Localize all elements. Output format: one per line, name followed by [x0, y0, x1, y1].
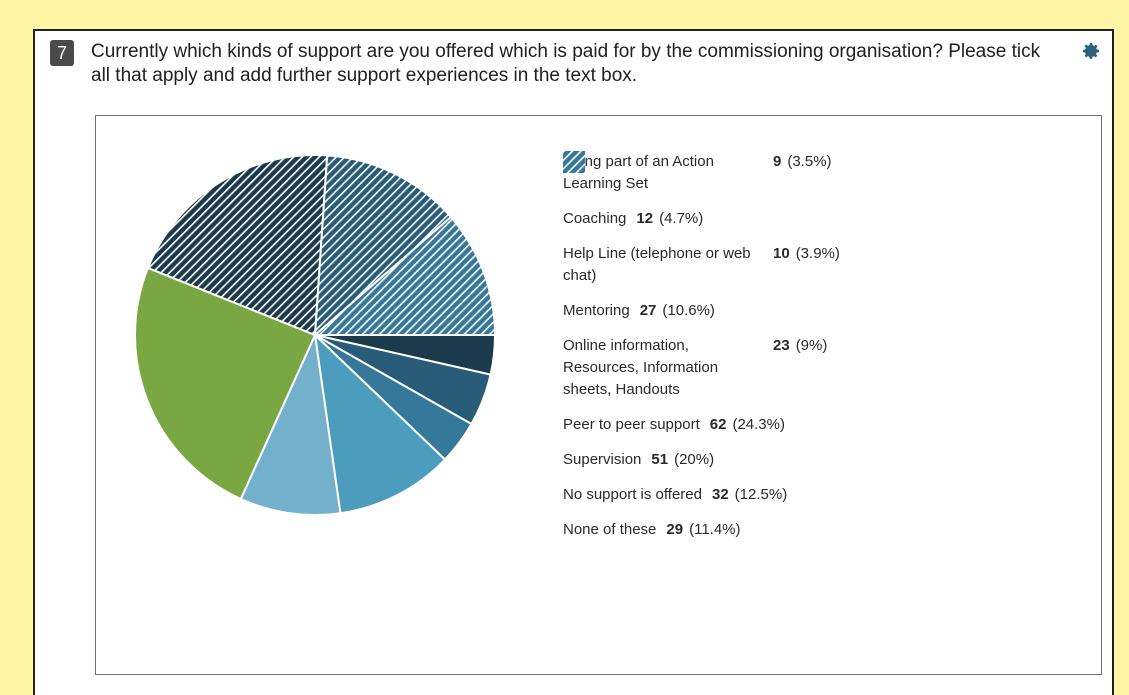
legend-count: 29	[666, 521, 684, 538]
legend-percent: (24.3%)	[732, 416, 785, 433]
legend-percent: (9%)	[795, 337, 828, 354]
legend-item: None of these 29 (11.4%)	[563, 151, 983, 541]
legend-swatch	[563, 151, 585, 173]
pie-slice[interactable]	[312, 215, 497, 336]
legend-item: Peer to peer support 62 (24.3%)	[563, 151, 983, 436]
legend-count: 23	[773, 337, 790, 354]
legend-count: 62	[709, 416, 727, 433]
legend-item: Help Line (telephone or web chat) 10 (3.9%…	[563, 151, 983, 287]
legend-label: Online information, Resources, Informati…	[563, 337, 719, 398]
legend-count: 12	[636, 210, 654, 227]
legend-percent: (11.4%)	[689, 521, 741, 538]
legend-count: 32	[711, 486, 729, 503]
legend-item: Supervision 51 (20%)	[563, 151, 983, 471]
legend-label: Mentoring	[563, 302, 630, 319]
legend-item: Coaching 12 (4.7%)	[563, 151, 983, 230]
legend-label: Being part of an Action Learning Set	[563, 153, 714, 192]
legend-percent: (10.6%)	[662, 302, 715, 319]
legend-label: Peer to peer support	[563, 416, 700, 433]
legend-label: No support is offered	[563, 486, 702, 503]
legend-label: None of these	[563, 521, 657, 538]
legend-count: 51	[651, 451, 669, 468]
legend-percent: (20%)	[674, 451, 715, 468]
legend-percent: (3.5%)	[787, 153, 832, 170]
legend-count: 10	[773, 245, 790, 262]
legend-label: Supervision	[563, 451, 642, 468]
legend-count: 27	[639, 302, 657, 319]
chart-legend: Being part of an Action Learning Set 9 (3.…	[563, 151, 983, 554]
legend-item: Online information, Resources, Informati…	[563, 151, 983, 401]
legend-percent: (4.7%)	[659, 210, 704, 227]
question-number: 7	[50, 40, 74, 66]
legend-item: Mentoring 27 (10.6%)	[563, 151, 983, 322]
pie-chart	[134, 154, 497, 516]
question-card: 7 Currently which kinds of support are y…	[33, 29, 1114, 695]
question-text: Currently which kinds of support are you…	[91, 41, 1041, 86]
legend-count: 9	[773, 153, 782, 170]
legend-percent: (12.5%)	[734, 486, 788, 503]
legend-item: Being part of an Action Learning Set 9 (3.…	[563, 151, 983, 195]
pie-slice[interactable]	[134, 266, 317, 501]
legend-percent: (3.9%)	[795, 245, 840, 262]
gear-icon[interactable]	[1081, 41, 1101, 61]
pie-slice[interactable]	[239, 331, 342, 516]
legend-label: Help Line (telephone or web chat)	[563, 245, 751, 284]
legend-item: No support is offered 32 (12.5%)	[563, 151, 983, 506]
pie-slice[interactable]	[313, 154, 453, 338]
pie-slice[interactable]	[313, 332, 447, 515]
chart-frame: Being part of an Action Learning Set 9 (3.…	[95, 115, 1102, 675]
pie-slice[interactable]	[146, 154, 329, 337]
legend-label: Coaching	[563, 210, 627, 227]
